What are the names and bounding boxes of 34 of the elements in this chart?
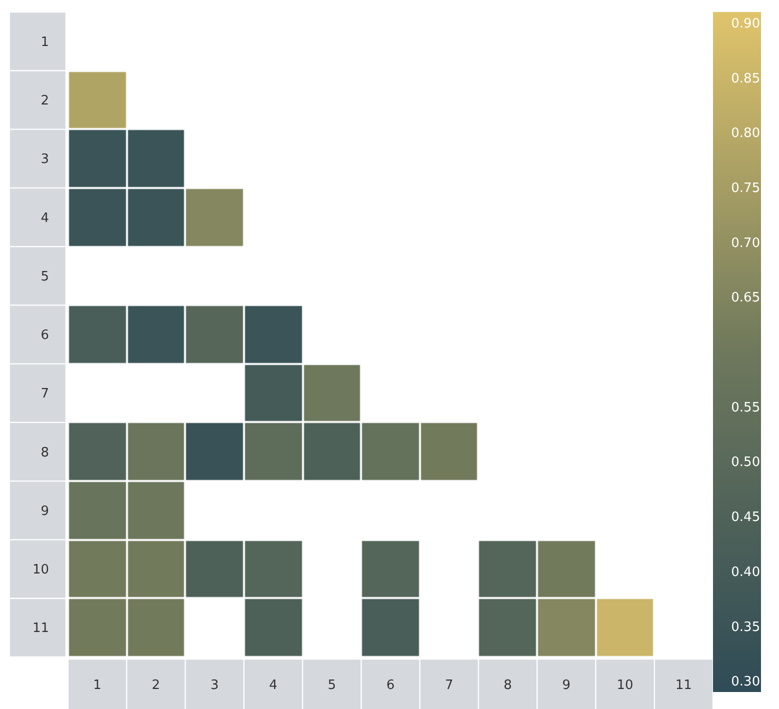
x-tick-label: 4	[269, 678, 278, 693]
y-tick-label: 5	[40, 269, 49, 284]
x-tick-label: 11	[675, 678, 692, 693]
color-bar-label: 0.70	[731, 236, 760, 251]
x-tick-label: 6	[386, 678, 395, 693]
color-bar-label: 0.35	[731, 620, 760, 635]
color-bar-label: 0.90	[731, 16, 760, 32]
color-bar-label: 0.80	[731, 126, 760, 142]
x-tick-label: 1	[93, 678, 102, 693]
x-tick-label: 3	[210, 678, 219, 693]
x-tick-label: 7	[445, 678, 454, 693]
y-tick-label: 2	[40, 94, 49, 108]
color-bar-label: 0.85	[731, 71, 760, 86]
color-bar-label: 0.30	[731, 674, 760, 690]
x-tick-label: 8	[504, 678, 512, 693]
y-tick-label: 6	[40, 328, 49, 344]
y-tick-label: 9	[40, 504, 49, 519]
x-tick-label: 5	[328, 678, 336, 693]
color-bar-label: 0.65	[731, 290, 760, 306]
color-bar-label: 0.50	[731, 455, 760, 470]
color-bar-label: 0.40	[731, 564, 760, 580]
y-tick-label: 1	[40, 34, 49, 50]
x-tick-label: 10	[616, 678, 634, 693]
x-tick-label: 9	[562, 678, 571, 693]
y-tick-label: 7	[40, 386, 49, 402]
color-bar-label: 0.55	[731, 400, 760, 416]
y-tick-label: 8	[40, 445, 49, 460]
color-bar-label: 0.45	[731, 510, 760, 526]
y-tick-label: 11	[32, 621, 49, 636]
y-tick-label: 4	[40, 210, 49, 226]
color-bar-label: 0.75	[731, 181, 760, 196]
x-tick-label: 2	[152, 678, 160, 693]
y-tick-label: 3	[40, 152, 49, 168]
y-tick-label: 10	[32, 562, 49, 578]
